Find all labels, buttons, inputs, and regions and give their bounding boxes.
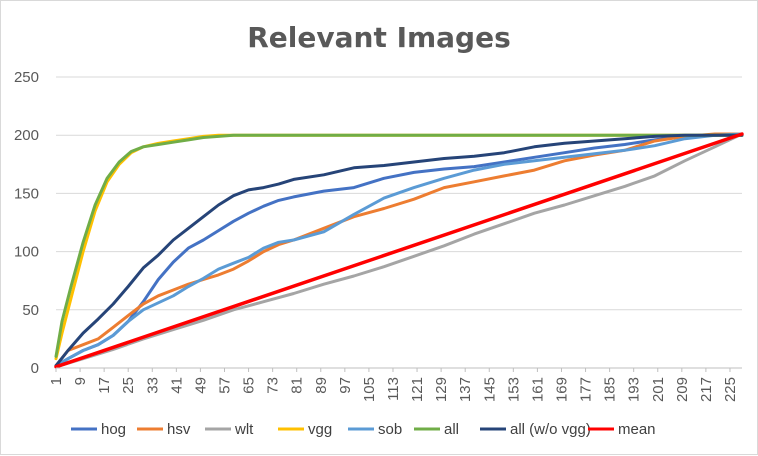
x-tick-label: 33: [144, 377, 161, 394]
x-tick-label: 97: [337, 377, 354, 394]
series-line-all: [54, 133, 744, 358]
x-tick-label: 73: [265, 377, 282, 394]
x-tick-label: 185: [602, 377, 619, 402]
x-tick-label: 41: [168, 377, 185, 394]
y-tick-label: 250: [14, 69, 39, 86]
series-line-wlt: [54, 132, 744, 369]
x-tick-label: 193: [626, 377, 643, 402]
x-tick-label: 201: [650, 377, 667, 402]
legend-label: sob: [378, 421, 402, 438]
x-tick-label: 129: [433, 377, 450, 402]
legend: hog hsv wlt vgg sob all all (w/o vgg) mean: [71, 421, 656, 438]
legend-label: hog: [101, 421, 126, 438]
y-tick-label: 150: [14, 185, 39, 202]
legend-label: all (w/o vgg): [510, 421, 591, 438]
x-tick-label: 57: [216, 377, 233, 394]
axes: 0 50 100 150 200 250 1 9 17 25 33 41 49 57 65 73 81 89 97 1…: [14, 69, 742, 402]
x-tick-label: 169: [553, 377, 570, 402]
x-tick-label: 1: [48, 377, 65, 385]
chart-title: Relevant Images: [247, 21, 511, 54]
y-tick-label: 0: [31, 360, 39, 377]
legend-label: mean: [618, 421, 656, 438]
x-tick-label: 145: [481, 377, 498, 402]
legend-label: all: [444, 421, 459, 438]
y-tick-label: 50: [22, 302, 39, 319]
legend-label: vgg: [308, 421, 332, 438]
x-tick-label: 81: [289, 377, 306, 394]
x-tick-label: 89: [313, 377, 330, 394]
legend-label: wlt: [234, 421, 254, 438]
x-tick-label: 9: [72, 377, 89, 385]
x-tick-label: 121: [409, 377, 426, 402]
x-tick-label: 217: [698, 377, 715, 402]
x-tick-label: 225: [722, 377, 739, 402]
x-tick-label: 25: [120, 377, 137, 394]
series-line-all-w-o-vgg: [54, 133, 744, 368]
x-tick-label: 105: [361, 377, 378, 402]
x-tick-label: 137: [457, 377, 474, 402]
x-tick-label: 161: [529, 377, 546, 402]
x-tick-label: 209: [674, 377, 691, 402]
x-tick-label: 177: [578, 377, 595, 402]
x-tick-label: 65: [241, 377, 258, 394]
x-tick-label: 17: [96, 377, 113, 394]
x-tick-label: 113: [385, 377, 402, 401]
x-tick-label: 49: [192, 377, 209, 394]
series-group: [54, 132, 744, 369]
x-tick-label: 153: [505, 377, 522, 402]
series-line-mean: [54, 132, 744, 369]
legend-label: hsv: [167, 421, 191, 438]
y-tick-label: 200: [14, 127, 39, 144]
series-line-sob: [54, 132, 744, 368]
y-tick-label: 100: [14, 244, 39, 261]
